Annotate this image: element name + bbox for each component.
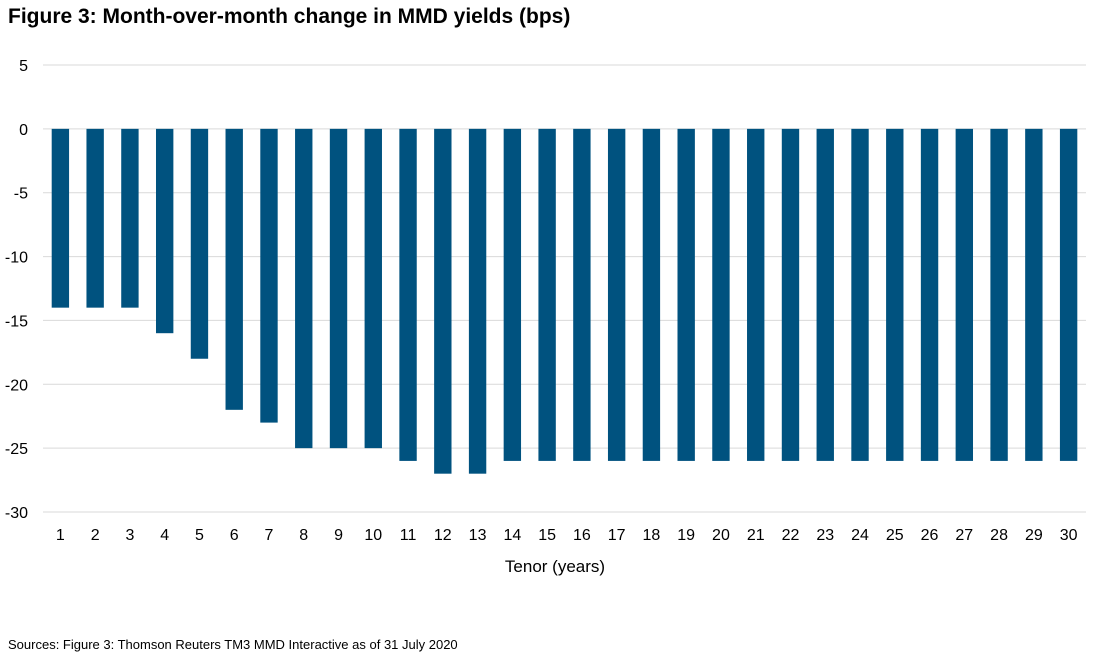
bar xyxy=(468,128,487,474)
x-tick-label: 28 xyxy=(990,527,1008,544)
y-tick-label: -15 xyxy=(5,313,28,330)
x-tick-label: 23 xyxy=(816,527,834,544)
x-tick-label: 18 xyxy=(643,527,661,544)
y-tick-label: -10 xyxy=(5,250,28,267)
chart-title: Figure 3: Month-over-month change in MMD… xyxy=(8,5,571,28)
x-tick-label: 22 xyxy=(782,527,800,544)
x-tick-label: 12 xyxy=(434,527,452,544)
x-tick-label: 9 xyxy=(334,527,343,544)
bar xyxy=(677,128,695,461)
x-tick-label: 8 xyxy=(299,527,308,544)
bar xyxy=(538,128,556,461)
x-tick-label: 13 xyxy=(469,527,487,544)
x-tick-label: 19 xyxy=(677,527,695,544)
bar xyxy=(329,128,348,449)
y-tick-label: -25 xyxy=(5,441,28,458)
x-tick-label: 14 xyxy=(503,527,521,544)
bar xyxy=(155,128,174,334)
bar xyxy=(225,128,243,410)
y-tick-label: -20 xyxy=(5,377,28,394)
bar xyxy=(295,128,313,449)
y-tick-label: -30 xyxy=(5,505,28,522)
bar xyxy=(190,128,209,359)
x-tick-label: 16 xyxy=(573,527,591,544)
x-axis-ticks: 1 2 3 4 5 6 7 8 9 10 11 12 13 14 15 16 17 18 19 20 21 22 23 24 2… xyxy=(56,527,1078,544)
bar xyxy=(364,128,382,449)
x-tick-label: 27 xyxy=(955,527,973,544)
x-tick-label: 29 xyxy=(1025,527,1043,544)
bar xyxy=(990,128,1008,461)
bar xyxy=(712,128,730,461)
y-tick-label: 5 xyxy=(19,58,28,75)
x-tick-label: 3 xyxy=(125,527,134,544)
x-tick-label: 17 xyxy=(608,527,626,544)
bar xyxy=(86,128,104,308)
y-axis-ticks: 5 0 -5 -10 -15 -20 -25 -30 xyxy=(5,58,28,522)
bar xyxy=(51,128,70,308)
x-tick-label: 25 xyxy=(886,527,904,544)
bar xyxy=(642,128,661,461)
bar xyxy=(399,128,417,461)
bar xyxy=(747,128,765,461)
bar xyxy=(573,128,591,461)
y-tick-label: 0 xyxy=(19,122,28,139)
source-note: Sources: Figure 3: Thomson Reuters TM3 M… xyxy=(8,637,458,652)
bar xyxy=(607,128,626,461)
x-tick-label: 10 xyxy=(364,527,382,544)
bar xyxy=(816,128,834,461)
bar xyxy=(121,128,139,308)
bar xyxy=(955,128,974,461)
gridlines xyxy=(43,64,1086,513)
y-tick-label: -5 xyxy=(14,186,28,203)
x-tick-label: 4 xyxy=(160,527,169,544)
x-tick-label: 20 xyxy=(712,527,730,544)
bar xyxy=(434,128,452,474)
bar xyxy=(781,128,800,461)
x-tick-label: 5 xyxy=(195,527,204,544)
bar xyxy=(1025,128,1043,461)
x-tick-label: 15 xyxy=(538,527,556,544)
bar xyxy=(920,128,939,461)
bar xyxy=(260,128,278,423)
x-tick-label: 2 xyxy=(91,527,100,544)
bars xyxy=(51,128,1078,474)
x-tick-label: 6 xyxy=(230,527,239,544)
x-tick-label: 7 xyxy=(265,527,274,544)
x-tick-label: 24 xyxy=(851,527,869,544)
x-axis-label: Tenor (years) xyxy=(505,557,605,576)
x-tick-label: 26 xyxy=(921,527,939,544)
bar xyxy=(503,128,522,461)
bar xyxy=(851,128,869,461)
x-tick-label: 21 xyxy=(747,527,765,544)
x-tick-label: 11 xyxy=(400,527,417,544)
x-tick-label: 1 xyxy=(56,527,65,544)
bar xyxy=(1059,128,1078,461)
bar xyxy=(886,128,904,461)
x-tick-label: 30 xyxy=(1060,527,1078,544)
